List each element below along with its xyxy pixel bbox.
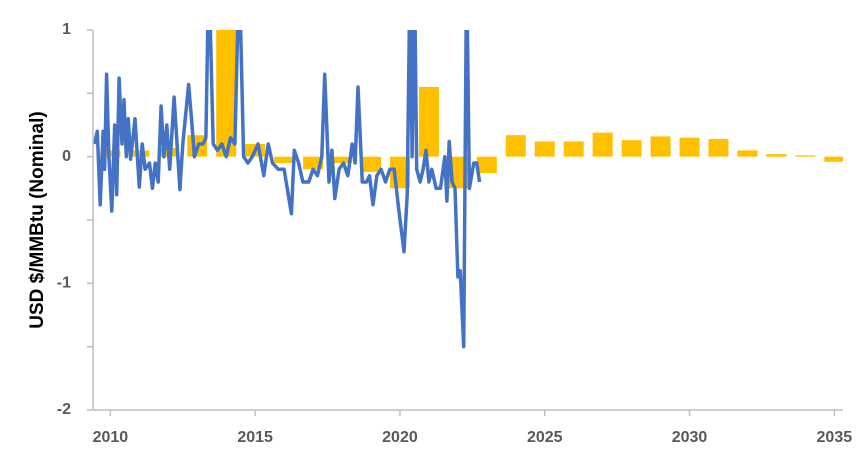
bar	[534, 141, 555, 157]
bar	[621, 140, 642, 157]
y-axis-label: USD $/MMBtu (Nominal)	[27, 111, 48, 328]
bar	[679, 137, 700, 157]
x-tick-label: 2015	[237, 429, 273, 446]
y-tick-label: 1	[62, 21, 71, 38]
bar	[360, 156, 381, 172]
bar	[332, 156, 353, 163]
bar	[737, 150, 758, 157]
bar	[766, 154, 787, 157]
bar	[708, 138, 729, 157]
x-tick-label: 2025	[527, 429, 563, 446]
x-tick-label: 2020	[382, 429, 418, 446]
bar	[563, 141, 584, 157]
x-tick-label: 2030	[672, 429, 708, 446]
bar	[505, 135, 526, 157]
bar	[418, 87, 439, 157]
bar	[592, 132, 613, 157]
bar	[650, 136, 671, 157]
line	[93, 30, 482, 349]
x-tick-label: 2035	[817, 429, 853, 446]
y-tick-label: -2	[57, 401, 71, 418]
plot-area	[93, 30, 843, 349]
x-tick-label: 2010	[93, 429, 129, 446]
y-tick-label: 0	[62, 148, 71, 165]
bar	[274, 156, 295, 163]
bar	[795, 155, 816, 157]
bar	[216, 30, 237, 157]
y-tick-label: -1	[57, 275, 71, 292]
bar	[824, 156, 843, 162]
bar	[129, 150, 150, 157]
bar	[476, 156, 497, 174]
